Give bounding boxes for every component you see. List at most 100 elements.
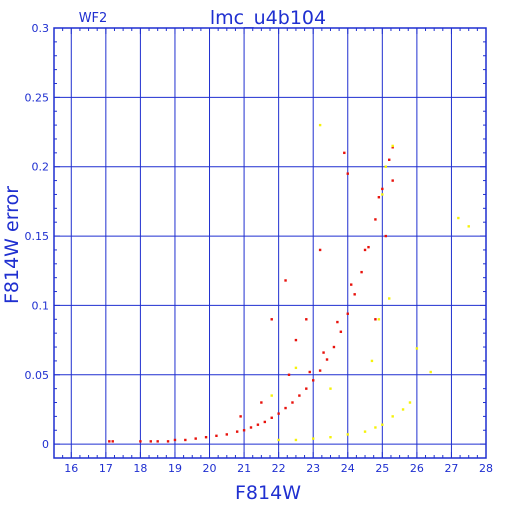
- red-data-point: [388, 158, 391, 161]
- yellow-data-point: [374, 426, 377, 429]
- red-data-point: [374, 318, 377, 321]
- red-data-point: [270, 318, 273, 321]
- yellow-data-point: [388, 297, 391, 300]
- plot-border: [53, 27, 487, 459]
- red-data-point: [318, 369, 322, 372]
- y-tick-label: 0.05: [25, 369, 50, 382]
- red-data-point: [377, 196, 381, 199]
- data-points: [108, 123, 470, 443]
- red-data-point: [353, 293, 356, 296]
- red-data-point: [294, 338, 298, 342]
- y-tick-label: 0.15: [25, 230, 50, 243]
- y-tick-label: 0.2: [32, 161, 50, 174]
- red-data-point: [318, 248, 322, 252]
- x-tick-label: 22: [272, 462, 286, 475]
- red-data-point: [363, 248, 367, 252]
- x-tick-label: 24: [341, 462, 355, 475]
- x-tick-label: 28: [479, 462, 493, 475]
- red-data-point: [325, 358, 329, 361]
- red-data-point: [284, 406, 287, 410]
- red-data-point: [308, 370, 311, 374]
- red-data-point: [204, 435, 208, 439]
- red-data-point: [284, 279, 287, 282]
- red-data-point: [263, 420, 267, 424]
- red-data-point: [270, 416, 273, 419]
- y-tick-label: 0.1: [32, 299, 50, 312]
- red-data-point: [139, 440, 142, 443]
- yellow-data-point: [384, 165, 387, 168]
- red-data-point: [305, 387, 308, 390]
- red-data-point: [291, 401, 294, 404]
- red-data-point: [239, 415, 242, 418]
- y-tick-label: 0: [42, 438, 49, 451]
- yellow-data-point: [277, 438, 280, 442]
- red-data-point: [166, 440, 170, 443]
- x-tick-label: 19: [168, 462, 182, 475]
- red-data-point: [391, 179, 394, 182]
- red-data-point: [381, 187, 384, 191]
- yellow-data-point: [391, 144, 394, 148]
- red-data-point: [235, 430, 239, 433]
- yellow-data-point: [377, 318, 381, 321]
- x-tick-label: 23: [306, 462, 320, 475]
- red-data-point: [249, 426, 253, 429]
- red-data-point: [215, 434, 218, 438]
- x-tick-label: 26: [410, 462, 424, 475]
- red-data-point: [173, 438, 177, 442]
- red-data-point: [346, 172, 349, 175]
- yellow-data-point: [363, 430, 367, 433]
- red-data-point: [374, 218, 377, 221]
- red-data-point: [194, 437, 197, 440]
- red-data-point: [312, 379, 315, 382]
- yellow-data-point: [381, 193, 384, 196]
- y-axis-label: F814W error: [1, 186, 23, 304]
- x-tick-label: 21: [237, 462, 251, 475]
- yellow-data-point: [318, 123, 322, 127]
- x-tick-labels: 16 17 18 19 20 21 22 23 24 25 26 27 28: [64, 462, 493, 475]
- red-data-point: [287, 373, 291, 376]
- red-data-point: [277, 412, 280, 415]
- yellow-data-point: [408, 401, 412, 404]
- x-tick-label: 27: [444, 462, 458, 475]
- yellow-data-point: [294, 366, 298, 370]
- x-axis-label: F814W: [235, 482, 301, 504]
- yellow-data-point: [370, 359, 374, 363]
- y-tick-label: 0.25: [25, 91, 50, 104]
- red-data-point: [360, 270, 363, 274]
- yellow-data-point: [401, 408, 405, 411]
- yellow-data-point: [346, 433, 349, 436]
- red-data-point: [332, 345, 336, 349]
- red-data-point: [391, 146, 394, 149]
- red-data-point: [111, 440, 114, 443]
- red-data-point: [367, 245, 370, 249]
- red-data-point: [298, 394, 301, 397]
- y-tick-label: 0.3: [32, 22, 50, 35]
- chart-title: lmc_u4b104: [210, 7, 326, 29]
- red-data-point: [260, 401, 263, 404]
- x-tick-label: 17: [99, 462, 113, 475]
- red-data-point: [184, 438, 187, 442]
- red-data-point: [339, 330, 343, 333]
- red-data-point: [108, 440, 111, 443]
- x-tick-label: 16: [64, 462, 78, 475]
- y-tick-labels: 0 0.05 0.1 0.15 0.2 0.25 0.3: [25, 22, 50, 451]
- x-tick-label: 20: [203, 462, 217, 475]
- plot-frame: [53, 27, 487, 459]
- red-data-point: [346, 312, 349, 315]
- yellow-data-point: [381, 423, 384, 426]
- yellow-data-point: [294, 438, 298, 442]
- yellow-data-point: [329, 435, 332, 439]
- red-data-point: [322, 351, 325, 354]
- red-data-point: [256, 423, 260, 426]
- yellow-data-point: [457, 216, 460, 220]
- red-data-point: [149, 440, 152, 443]
- yellow-data-point: [467, 225, 470, 228]
- red-data-point: [242, 429, 246, 432]
- yellow-data-point: [329, 387, 332, 390]
- red-data-point: [336, 320, 339, 324]
- chip-label: WF2: [79, 11, 108, 26]
- yellow-data-point: [429, 370, 432, 374]
- red-data-point: [156, 440, 159, 443]
